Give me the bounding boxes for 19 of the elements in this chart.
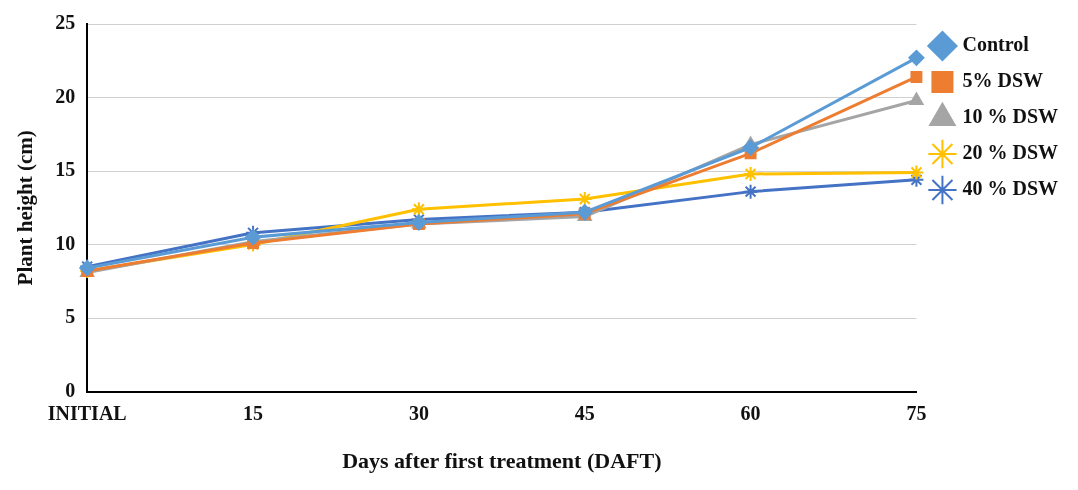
y-tick-label: 10	[55, 231, 76, 254]
y-tick-label: 5	[65, 305, 76, 328]
legend-label: Control	[962, 33, 1030, 56]
x-tick-label: INITIAL	[47, 401, 127, 424]
legend-label: 20 % DSW	[962, 141, 1059, 164]
x-tick-label: 15	[243, 401, 264, 424]
x-tick-label: 75	[906, 401, 927, 424]
x-axis-title: Days after first treatment (DAFT)	[342, 448, 662, 474]
legend-label: 40 % DSW	[962, 177, 1059, 200]
y-tick-label: 15	[55, 158, 76, 181]
legend-label: 10 % DSW	[962, 105, 1059, 128]
legend-label: 5% DSW	[962, 69, 1044, 92]
x-tick-label: 45	[574, 401, 595, 424]
y-tick-label: 0	[65, 378, 76, 401]
x-tick-label: 60	[740, 401, 761, 424]
y-axis-title: Plant height (cm)	[13, 130, 38, 286]
x-tick-label: 30	[408, 401, 429, 424]
y-tick-label: 25	[55, 11, 76, 34]
y-tick-label: 20	[55, 84, 76, 107]
